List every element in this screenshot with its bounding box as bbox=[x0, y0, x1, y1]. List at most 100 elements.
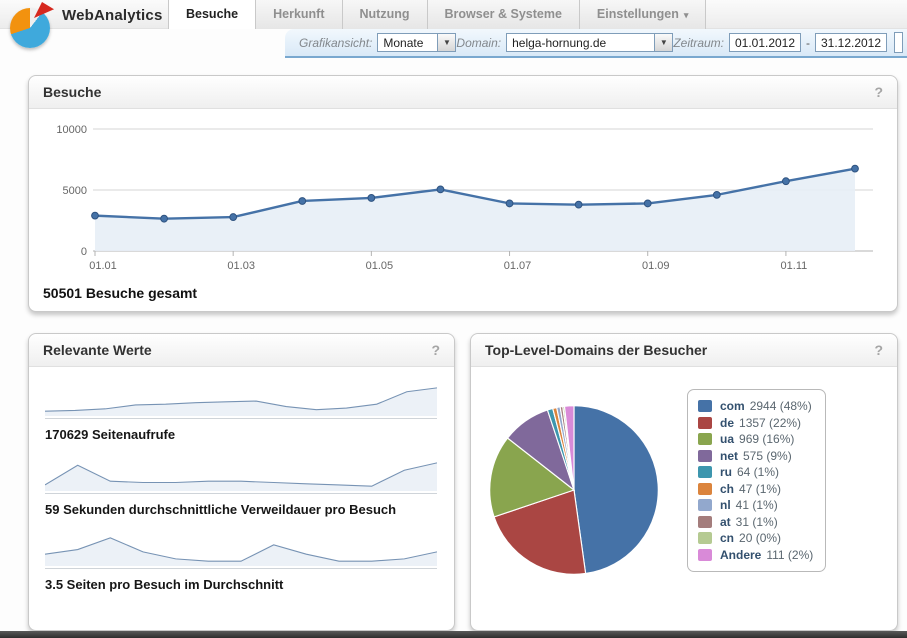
seitenaufrufe-label: 170629 Seitenaufrufe bbox=[45, 427, 176, 442]
svg-text:0: 0 bbox=[81, 246, 87, 258]
legend-name: com bbox=[720, 399, 745, 414]
tld-legend: com 2944 (48%) de 1357 (22%) ua 969 (16%) net 5… bbox=[687, 389, 827, 572]
seitenaufrufe-stat: 170629 Seitenaufrufe bbox=[45, 383, 438, 442]
besuche-chart-area: 0 5000 10000 01.01 01.03 01.05 01.07 01.09 01.11… bbox=[29, 109, 897, 301]
besuche-line-chart: 0 5000 10000 01.01 01.03 01.05 01.07 01.09 01.11 bbox=[56, 124, 873, 272]
tld-pie-chart bbox=[489, 405, 659, 575]
legend-item-net[interactable]: net 575 (9%) bbox=[698, 448, 813, 465]
filter-edge-control[interactable] bbox=[894, 32, 903, 53]
grafikansicht-value: Monate bbox=[383, 36, 424, 50]
dropdown-arrow-icon[interactable]: ▼ bbox=[654, 34, 673, 51]
date-to-input[interactable] bbox=[815, 33, 887, 52]
brand-name: WebAnalytics bbox=[62, 7, 163, 24]
chevron-down-icon: ▾ bbox=[683, 10, 689, 20]
legend-name: Andere bbox=[720, 547, 762, 562]
relevante-werte-panel-title: Relevante Werte bbox=[43, 342, 152, 358]
zeitraum-label: Zeitraum: bbox=[673, 35, 724, 50]
legend-name: ru bbox=[720, 465, 732, 480]
legend-value: 2944 (48%) bbox=[749, 399, 812, 414]
legend-item-ch[interactable]: ch 47 (1%) bbox=[698, 481, 813, 498]
date-range-separator: - bbox=[806, 35, 810, 50]
legend-swatch-icon bbox=[698, 499, 712, 512]
legend-name: at bbox=[720, 514, 731, 529]
top-navigation-bar: Besuche Herkunft Nutzung Browser & Syste… bbox=[0, 0, 907, 29]
legend-swatch-icon bbox=[698, 449, 712, 462]
legend-value: 47 (1%) bbox=[739, 481, 782, 496]
svg-text:10000: 10000 bbox=[56, 124, 87, 136]
legend-swatch-icon bbox=[698, 515, 712, 528]
legend-name: cn bbox=[720, 531, 735, 546]
legend-swatch-icon bbox=[698, 416, 712, 429]
pie-slice-com[interactable] bbox=[573, 405, 659, 575]
tab-browser-systeme[interactable]: Browser & Systeme bbox=[428, 0, 580, 29]
legend-value: 31 (1%) bbox=[735, 514, 778, 529]
date-from-input[interactable] bbox=[729, 33, 801, 52]
legend-item-Andere[interactable]: Andere 111 (2%) bbox=[698, 547, 813, 564]
pie-slice-de[interactable] bbox=[493, 489, 587, 575]
legend-item-ru[interactable]: ru 64 (1%) bbox=[698, 464, 813, 481]
legend-item-cn[interactable]: cn 20 (0%) bbox=[698, 530, 813, 547]
besuche-panel-header: Besuche ? bbox=[29, 76, 897, 109]
legend-swatch-icon bbox=[698, 482, 712, 495]
legend-name: ua bbox=[720, 432, 735, 447]
seiten-pro-besuch-label: 3.5 Seiten pro Besuch im Durchschnitt bbox=[45, 577, 284, 592]
svg-text:01.11: 01.11 bbox=[781, 260, 808, 272]
svg-text:01.09: 01.09 bbox=[642, 260, 670, 272]
legend-name: net bbox=[720, 448, 738, 463]
seitenaufrufe-sparkline bbox=[45, 383, 437, 419]
legend-value: 1357 (22%) bbox=[739, 415, 802, 430]
legend-item-nl[interactable]: nl 41 (1%) bbox=[698, 497, 813, 514]
legend-swatch-icon bbox=[698, 548, 712, 561]
legend-value: 41 (1%) bbox=[735, 498, 778, 513]
verweildauer-stat: 59 Sekunden durchschnittliche Verweildau… bbox=[45, 458, 438, 517]
legend-name: nl bbox=[720, 498, 731, 513]
tld-panel-title: Top-Level-Domains der Besucher bbox=[485, 342, 708, 358]
legend-value: 20 (0%) bbox=[739, 531, 782, 546]
domain-value: helga-hornung.de bbox=[512, 36, 607, 50]
logo-pie-body bbox=[10, 8, 50, 48]
tld-panel-header: Top-Level-Domains der Besucher ? bbox=[471, 334, 897, 367]
tld-chart-area: com 2944 (48%) de 1357 (22%) ua 969 (16%) net 5… bbox=[471, 367, 897, 585]
besuche-panel: Besuche ? 0 5000 10000 01.01 01.03 01.05 01.07… bbox=[28, 75, 898, 312]
dropdown-arrow-icon[interactable]: ▼ bbox=[437, 34, 456, 51]
tab-nutzung[interactable]: Nutzung bbox=[343, 0, 428, 29]
pie-slice-Andere[interactable] bbox=[563, 405, 575, 491]
legend-swatch-icon bbox=[698, 433, 712, 446]
legend-item-de[interactable]: de 1357 (22%) bbox=[698, 415, 813, 432]
tab-besuche[interactable]: Besuche bbox=[169, 0, 257, 29]
svg-text:01.07: 01.07 bbox=[504, 260, 532, 272]
legend-value: 969 (16%) bbox=[739, 432, 795, 447]
svg-text:5000: 5000 bbox=[63, 185, 87, 197]
relevante-werte-panel-header: Relevante Werte ? bbox=[29, 334, 454, 367]
tab-einstellungen[interactable]: Einstellungen ▾ bbox=[580, 0, 707, 29]
help-icon[interactable]: ? bbox=[431, 342, 440, 358]
legend-name: ch bbox=[720, 481, 735, 496]
grafikansicht-select[interactable]: Monate ▼ bbox=[377, 33, 457, 52]
verweildauer-label: 59 Sekunden durchschnittliche Verweildau… bbox=[45, 502, 397, 517]
legend-swatch-icon bbox=[698, 532, 712, 545]
tld-panel: Top-Level-Domains der Besucher ? com 2944… bbox=[470, 333, 898, 631]
domain-label: Domain: bbox=[456, 35, 502, 50]
webanalytics-logo-icon bbox=[8, 2, 56, 50]
help-icon[interactable]: ? bbox=[874, 84, 883, 100]
legend-item-com[interactable]: com 2944 (48%) bbox=[698, 398, 813, 415]
relevante-werte-panel: Relevante Werte ? 170629 Seitenaufrufe 5… bbox=[28, 333, 455, 631]
legend-swatch-icon bbox=[698, 466, 712, 479]
besuche-panel-title: Besuche bbox=[43, 84, 102, 100]
filter-bar: Grafikansicht: Monate ▼ Domain: helga-ho… bbox=[285, 29, 907, 58]
legend-item-ua[interactable]: ua 969 (16%) bbox=[698, 431, 813, 448]
tab-herkunft[interactable]: Herkunft bbox=[256, 0, 343, 29]
help-icon[interactable]: ? bbox=[874, 342, 883, 358]
domain-select[interactable]: helga-hornung.de ▼ bbox=[506, 33, 674, 52]
main-tabs: Besuche Herkunft Nutzung Browser & Syste… bbox=[168, 0, 707, 29]
legend-name: de bbox=[720, 415, 735, 430]
page-bottom-bar bbox=[0, 631, 907, 638]
tab-einstellungen-label: Einstellungen bbox=[596, 7, 679, 21]
svg-text:01.01: 01.01 bbox=[89, 260, 117, 272]
legend-item-at[interactable]: at 31 (1%) bbox=[698, 514, 813, 531]
pie-slice-ua[interactable] bbox=[489, 437, 576, 518]
legend-value: 64 (1%) bbox=[737, 465, 780, 480]
seiten-pro-besuch-sparkline bbox=[45, 533, 437, 569]
svg-text:01.03: 01.03 bbox=[227, 260, 255, 272]
svg-text:01.05: 01.05 bbox=[366, 260, 394, 272]
